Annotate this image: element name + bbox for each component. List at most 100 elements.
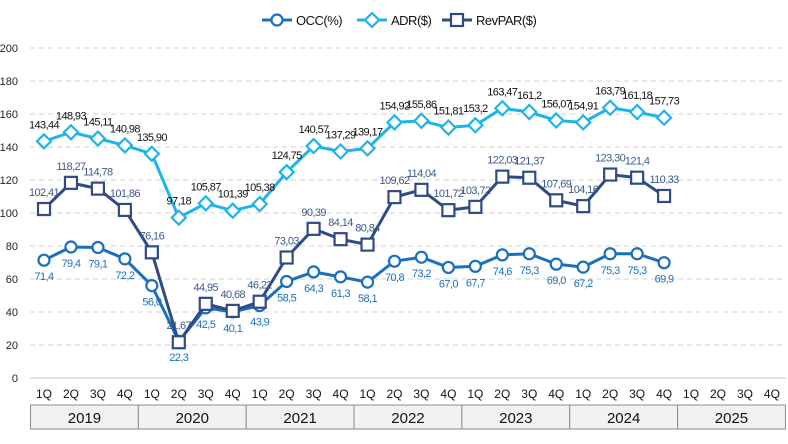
x-tick-label: 2Q	[279, 387, 295, 401]
legend-circle-marker	[270, 13, 284, 27]
data-label-revpar: 121,4	[625, 156, 650, 168]
data-point-adr	[493, 99, 511, 117]
data-point-adr	[574, 113, 592, 131]
legend-item-revpar: RevPAR($)	[442, 12, 537, 28]
data-point-revpar	[414, 182, 429, 197]
data-label-adr: 163,79	[595, 86, 626, 98]
y-tick-label: 40	[6, 307, 18, 319]
year-band	[137, 404, 247, 430]
year-label: 2024	[607, 410, 640, 427]
y-tick-label: 140	[0, 142, 18, 154]
x-tick-label: 3Q	[90, 387, 106, 401]
data-label-adr: 151,81	[433, 106, 464, 118]
data-label-occ: 73,2	[412, 268, 431, 280]
data-label-occ: 22,3	[169, 352, 188, 364]
data-point-revpar	[387, 190, 402, 205]
data-point-occ	[307, 265, 321, 279]
y-tick-label: 20	[6, 340, 18, 352]
data-point-adr	[35, 132, 53, 150]
data-point-occ	[91, 240, 105, 255]
legend-square-marker	[449, 12, 465, 28]
x-tick-label: 4Q	[548, 387, 564, 401]
data-label-adr: 143,44	[29, 119, 60, 131]
x-tick-label: 4Q	[117, 387, 133, 401]
data-point-revpar	[171, 335, 186, 350]
data-point-occ	[333, 270, 348, 284]
data-label-occ: 67,0	[439, 278, 458, 290]
year-band	[677, 404, 786, 430]
data-point-occ	[387, 254, 402, 268]
data-point-revpar	[306, 221, 321, 236]
data-label-adr: 161,2	[517, 90, 542, 102]
data-label-occ: 79,4	[61, 258, 80, 270]
data-point-occ	[468, 259, 482, 273]
data-labels: 71,4 79,4 79,1 72,2 56,0 22,3 42,5 40,1 43,9 58,5…	[29, 86, 680, 364]
x-tick-label: 4Q	[225, 387, 241, 401]
year-label: 2019	[68, 410, 101, 427]
data-point-adr	[197, 194, 215, 212]
x-tick-label: 3Q	[737, 387, 753, 401]
x-tick-label: 2Q	[386, 387, 402, 401]
data-label-revpar: 101,72	[433, 188, 464, 200]
year-label: 2025	[715, 410, 748, 427]
data-point-adr	[628, 103, 646, 121]
data-label-revpar: 103,72	[460, 185, 491, 197]
data-point-occ	[37, 253, 51, 267]
year-label: 2022	[391, 410, 424, 427]
data-label-adr: 157,73	[649, 96, 680, 108]
legend-label: OCC(%)	[296, 13, 342, 28]
data-label-revpar: 80,84	[355, 223, 380, 235]
legend-diamond-marker	[363, 11, 381, 29]
data-point-revpar	[549, 193, 564, 208]
year-band	[353, 404, 463, 430]
x-tick-label: 3Q	[198, 387, 214, 401]
data-label-adr: 154,92	[379, 100, 410, 112]
data-label-adr: 153,2	[463, 103, 488, 115]
year-band	[30, 404, 139, 430]
data-label-occ: 74,6	[493, 266, 512, 278]
y-tick-label: 160	[0, 109, 18, 121]
data-point-adr	[143, 145, 161, 163]
data-label-revpar: 121,37	[514, 156, 545, 168]
data-point-occ	[145, 279, 159, 293]
data-label-revpar: 118,27	[56, 161, 86, 173]
data-point-occ	[576, 260, 590, 274]
data-label-adr: 148,93	[56, 110, 87, 122]
data-point-revpar	[360, 237, 375, 252]
data-label-revpar: 114,78	[83, 167, 113, 179]
data-label-occ: 56,0	[142, 297, 161, 309]
data-point-adr	[116, 136, 134, 154]
data-point-adr	[332, 142, 350, 161]
x-axis: 1Q 2Q 3Q 4Q 2019 1Q 2Q 3Q 4Q 2020 1Q 2Q 3Q 4Q 2021 1Q 2Q…	[30, 387, 786, 430]
data-point-revpar	[603, 167, 618, 182]
gridlines	[30, 47, 786, 379]
data-label-adr: 140,98	[110, 123, 141, 135]
data-label-revpar: 102,41	[29, 187, 60, 199]
data-label-adr: 101,39	[218, 189, 249, 201]
data-label-revpar: 101,86	[110, 188, 141, 200]
data-label-adr: 137,29	[326, 129, 357, 141]
x-tick-label: 1Q	[683, 387, 699, 401]
data-point-revpar	[441, 203, 456, 218]
data-point-occ	[495, 248, 509, 262]
x-tick-label: 3Q	[629, 387, 645, 401]
data-label-adr: 161,18	[622, 90, 653, 102]
data-label-occ: 67,7	[466, 277, 485, 289]
data-label-occ: 72,2	[115, 270, 134, 282]
data-label-revpar: 90,39	[301, 207, 326, 219]
y-tick-label: 200	[0, 43, 18, 55]
data-label-adr: 145,11	[83, 117, 113, 129]
data-point-occ	[360, 275, 375, 289]
data-point-adr	[655, 109, 673, 127]
data-label-revpar: 109,62	[379, 175, 410, 187]
x-tick-label: 1Q	[36, 387, 52, 401]
data-label-adr: 139,17	[352, 126, 383, 138]
data-label-adr: 156,07	[541, 98, 572, 110]
legend-label: ADR($)	[391, 13, 432, 28]
data-point-occ	[280, 274, 294, 289]
data-label-adr: 105,38	[245, 182, 276, 194]
x-tick-label: 4Q	[333, 387, 349, 401]
data-point-revpar	[576, 199, 591, 214]
data-label-occ: 58,1	[358, 293, 377, 305]
legend-item-occ: OCC(%)	[262, 13, 343, 28]
